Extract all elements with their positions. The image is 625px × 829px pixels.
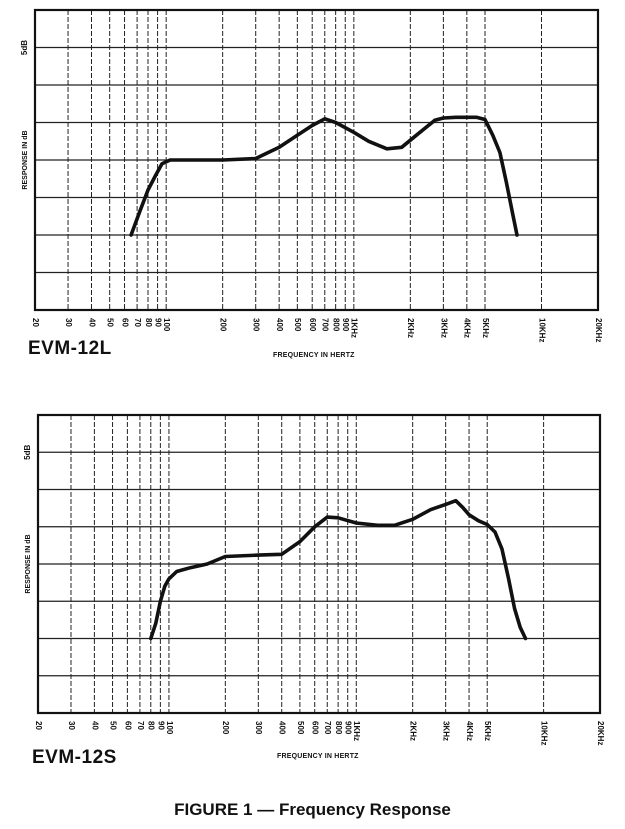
x-tick-label: 500 [296, 721, 305, 735]
x-tick-label: 1KHz [352, 721, 361, 741]
x-tick-label: 300 [254, 721, 263, 735]
x-tick-label: 3KHz [439, 318, 448, 338]
x-tick-label: 10KHz [539, 721, 548, 745]
x-tick-label: 5KHz [483, 721, 492, 741]
scale-label: 5dB [20, 40, 29, 55]
x-tick-label: 200 [219, 318, 228, 332]
x-tick-label: 60 [123, 721, 132, 730]
x-tick-label: 20KHz [594, 318, 603, 342]
scale-label: 5dB [23, 444, 32, 459]
x-tick-label: 700 [323, 721, 332, 735]
x-tick-label: 400 [278, 721, 287, 735]
x-tick-label: 10KHz [537, 318, 546, 342]
y-axis-label: RESPONSE IN dB [22, 130, 29, 189]
chart-svg-evm-12s: 20 30 40 50 60 70 80 90 100 200 300 400 500 600 700 800… [23, 413, 605, 745]
x-axis-label: FREQUENCY IN HERTZ [273, 352, 355, 359]
x-tick-label: 50 [106, 318, 115, 327]
chart-evm-12l: 20 30 40 50 60 70 80 90 100 200 300 400 500 600 700 800… [0, 0, 625, 400]
plot-frame [36, 413, 602, 715]
chart-svg-evm-12l: 20 30 40 50 60 70 80 90 100 200 300 400 500 600 700 800… [20, 8, 603, 342]
x-tick-label: 100 [165, 721, 174, 735]
x-axis-label: FREQUENCY IN HERTZ [277, 753, 359, 760]
x-tick-label: 70 [133, 318, 142, 327]
chart-title: EVM-12L [28, 338, 112, 359]
x-tick-label: 4KHz [463, 318, 472, 338]
x-tick-label: 5KHz [481, 318, 490, 338]
x-tick-label: 900 [344, 721, 353, 735]
x-tick-label: 40 [90, 721, 99, 730]
chart-title: EVM-12S [32, 747, 117, 768]
x-tick-label: 500 [293, 318, 302, 332]
x-tick-label: 40 [87, 318, 96, 327]
x-tick-label: 300 [252, 318, 261, 332]
x-tick-label: 30 [67, 721, 76, 730]
x-tick-label: 100 [162, 318, 171, 332]
x-tick-label: 600 [308, 318, 317, 332]
response-curve [149, 498, 528, 641]
x-tick-label: 2KHz [409, 721, 418, 741]
x-tick-label: 2KHz [406, 318, 415, 338]
x-tick-label: 80 [144, 318, 153, 327]
x-tick-label: 400 [275, 318, 284, 332]
x-tick-label: 200 [221, 721, 230, 735]
x-tick-label: 800 [334, 721, 343, 735]
x-tick-label: 900 [341, 318, 350, 332]
x-tick-label: 60 [120, 318, 129, 327]
x-tick-label: 90 [153, 318, 162, 327]
x-tick-label: 700 [321, 318, 330, 332]
x-tick-label: 4KHz [465, 721, 474, 741]
figure-caption: FIGURE 1 — Frequency Response [174, 800, 451, 819]
x-tick-label: 20KHz [596, 721, 605, 745]
y-axis-label: RESPONSE IN dB [25, 534, 32, 593]
x-tick-label: 70 [136, 721, 145, 730]
plot-frame [33, 8, 600, 312]
x-tick-label: 20 [31, 318, 40, 327]
x-tick-label: 50 [108, 721, 117, 730]
x-tick-label: 80 [147, 721, 156, 730]
x-tick-label: 1KHz [350, 318, 359, 338]
x-tick-label: 3KHz [442, 721, 451, 741]
response-curve [129, 115, 519, 237]
chart-evm-12s: 20 30 40 50 60 70 80 90 100 200 300 400 500 600 700 800… [0, 405, 625, 795]
x-tick-label: 30 [64, 318, 73, 327]
x-tick-label: 600 [311, 721, 320, 735]
x-tick-label: 20 [34, 721, 43, 730]
x-tick-label: 90 [156, 721, 165, 730]
x-tick-label: 800 [332, 318, 341, 332]
